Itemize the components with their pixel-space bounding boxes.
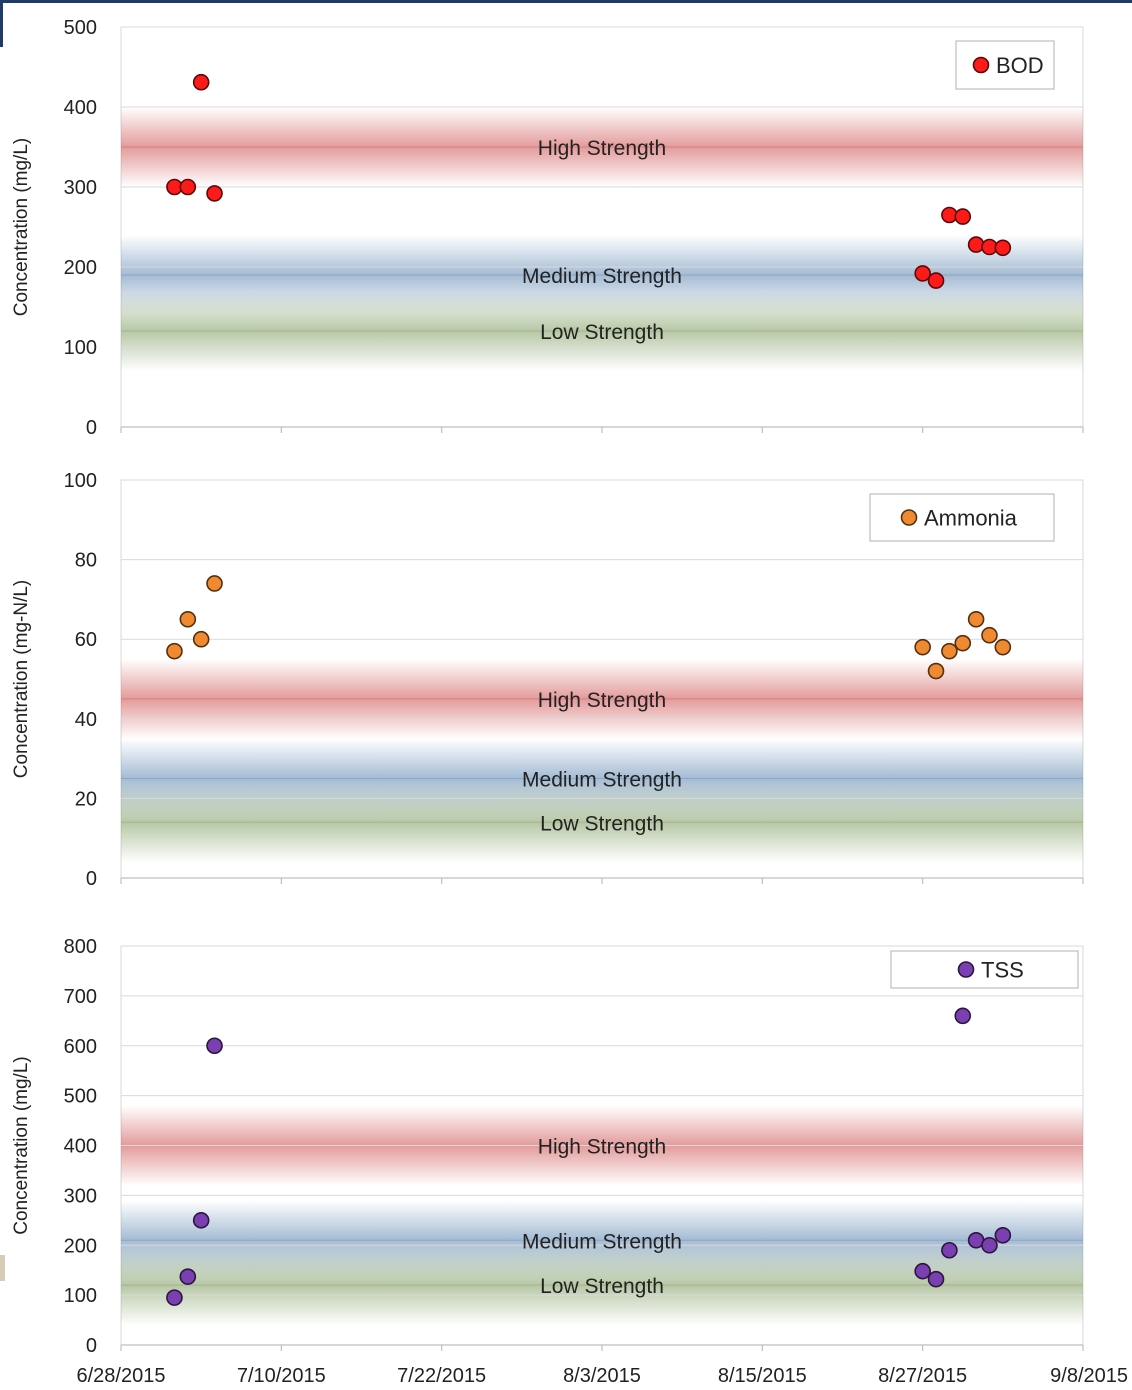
band-label: Medium Strength — [522, 1230, 682, 1253]
y-tick-label: 300 — [64, 177, 97, 199]
x-tick-label: 8/15/2015 — [718, 1365, 807, 1387]
y-axis-label: Concentration (mg-N/L) — [11, 580, 32, 779]
y-tick-label: 800 — [64, 936, 97, 958]
y-axis-label: Concentration (mg/L) — [11, 1056, 32, 1234]
band-label: Medium Strength — [522, 265, 682, 288]
data-point — [941, 1241, 958, 1259]
data-point — [994, 239, 1012, 257]
y-tick-label: 0 — [86, 1335, 97, 1357]
y-tick-label: 600 — [64, 1036, 97, 1058]
data-point — [967, 236, 985, 253]
data-point — [914, 265, 931, 282]
x-tick-label: 7/10/2015 — [237, 1365, 326, 1387]
data-point — [927, 1270, 945, 1288]
y-tick-label: 500 — [64, 1086, 97, 1108]
band-label: Low Strength — [540, 812, 664, 835]
legend-marker — [957, 961, 975, 978]
data-point — [981, 626, 998, 644]
legend-box — [890, 950, 1079, 989]
data-point — [994, 1226, 1012, 1244]
legend: TSS — [890, 950, 1079, 989]
y-tick-label: 700 — [64, 986, 97, 1008]
y-tick-label: 200 — [64, 1235, 97, 1257]
chart-panel-2: 0 20 40 60 80 100 High Strength Medium Strength… — [11, 470, 1084, 890]
data-point — [967, 610, 985, 628]
left-border — [0, 0, 3, 47]
y-tick-label: 100 — [64, 470, 97, 492]
band-low-strength — [121, 291, 1083, 371]
data-point — [206, 575, 223, 592]
y-tick-label: 300 — [64, 1185, 97, 1207]
data-point — [166, 642, 183, 660]
band-label: Low Strength — [540, 321, 664, 344]
data-point — [941, 642, 958, 660]
legend-label: BOD — [996, 53, 1044, 78]
y-tick-label: 40 — [75, 709, 97, 731]
x-tick-label: 8/27/2015 — [878, 1365, 967, 1387]
left-edge-mark — [0, 1255, 5, 1281]
band-high-strength — [121, 107, 1083, 187]
y-axis-label: Concentration (mg/L) — [11, 138, 32, 316]
data-point — [994, 638, 1012, 656]
data-point — [954, 634, 972, 652]
data-point — [927, 662, 945, 680]
band-label: Medium Strength — [522, 769, 682, 792]
y-tick-label: 0 — [86, 868, 97, 890]
x-tick-label: 6/28/2015 — [77, 1365, 166, 1387]
data-point — [206, 1037, 223, 1055]
data-point — [954, 208, 972, 225]
data-point — [914, 1262, 931, 1280]
chart-panel-1: 0 100 200 300 400 500 High Strength Medium Stre… — [11, 17, 1084, 439]
data-point — [179, 178, 197, 196]
data-point — [192, 73, 210, 91]
band-label: High Strength — [538, 137, 666, 160]
data-point — [179, 1268, 197, 1285]
legend-label: TSS — [981, 958, 1024, 983]
band-label: High Strength — [538, 689, 666, 712]
data-point — [192, 630, 210, 648]
band-high-strength — [121, 658, 1083, 739]
legend-marker — [972, 56, 990, 74]
legend-label: Ammonia — [924, 506, 1018, 531]
data-point — [927, 272, 945, 289]
y-tick-label: 60 — [75, 629, 97, 651]
legend: BOD — [955, 40, 1055, 90]
data-point — [981, 1236, 998, 1254]
y-tick-label: 80 — [75, 550, 97, 572]
data-point — [192, 1212, 210, 1229]
band-low-strength — [121, 782, 1083, 863]
x-tick-label: 8/3/2015 — [563, 1365, 641, 1387]
x-tick-label: 9/8/2015 — [1050, 1365, 1128, 1387]
band-low-strength — [121, 1245, 1083, 1326]
chart-panel-3: 0 100 200 300 400 500 600 700 800 High Strength Me… — [11, 936, 1084, 1357]
data-point — [179, 610, 197, 628]
y-tick-label: 500 — [64, 17, 97, 39]
y-tick-label: 100 — [64, 1285, 97, 1307]
y-tick-label: 400 — [64, 97, 97, 119]
y-tick-label: 400 — [64, 1136, 97, 1158]
data-point — [206, 185, 223, 202]
legend-box — [869, 493, 1055, 542]
x-tick-label: 7/22/2015 — [397, 1365, 486, 1387]
legend-box — [955, 40, 1055, 90]
data-point — [954, 1007, 972, 1025]
data-point — [166, 1289, 183, 1306]
y-tick-label: 100 — [64, 337, 97, 359]
y-tick-label: 20 — [75, 788, 97, 810]
data-point — [914, 638, 931, 656]
band-label: Low Strength — [540, 1275, 664, 1298]
y-tick-label: 0 — [86, 417, 97, 439]
legend-marker — [900, 509, 918, 526]
top-border — [0, 0, 1132, 3]
band-label: High Strength — [538, 1136, 666, 1159]
legend: Ammonia — [869, 493, 1055, 542]
y-tick-label: 200 — [64, 257, 97, 279]
